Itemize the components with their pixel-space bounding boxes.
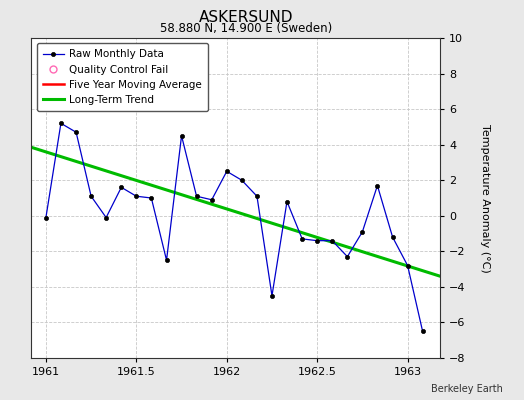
Raw Monthly Data (73, 130, 79, 135)
Raw Monthly Data (238, 178, 245, 183)
Raw Monthly Data (209, 197, 215, 202)
Raw Monthly Data (284, 199, 290, 204)
Raw Monthly Data (103, 215, 110, 220)
Raw Monthly Data (148, 196, 155, 200)
Raw Monthly Data (374, 183, 380, 188)
Raw Monthly Data (329, 238, 335, 243)
Text: ASKERSUND: ASKERSUND (199, 10, 293, 25)
Raw Monthly Data (254, 194, 260, 199)
Raw Monthly Data (133, 194, 139, 199)
Raw Monthly Data (178, 133, 184, 138)
Text: 58.880 N, 14.900 E (Sweden): 58.880 N, 14.900 E (Sweden) (160, 22, 332, 35)
Raw Monthly Data (299, 236, 305, 241)
Y-axis label: Temperature Anomaly (°C): Temperature Anomaly (°C) (479, 124, 489, 272)
Raw Monthly Data (359, 229, 366, 234)
Raw Monthly Data (344, 254, 351, 259)
Raw Monthly Data (88, 194, 94, 199)
Raw Monthly Data (58, 121, 64, 126)
Raw Monthly Data (420, 329, 426, 334)
Line: Raw Monthly Data: Raw Monthly Data (44, 121, 424, 334)
Raw Monthly Data (389, 235, 396, 240)
Raw Monthly Data (269, 293, 275, 298)
Raw Monthly Data (118, 185, 125, 190)
Raw Monthly Data (43, 215, 49, 220)
Raw Monthly Data (193, 194, 200, 199)
Legend: Raw Monthly Data, Quality Control Fail, Five Year Moving Average, Long-Term Tren: Raw Monthly Data, Quality Control Fail, … (37, 43, 208, 111)
Text: Berkeley Earth: Berkeley Earth (431, 384, 503, 394)
Raw Monthly Data (163, 258, 170, 263)
Raw Monthly Data (314, 238, 320, 243)
Raw Monthly Data (405, 263, 411, 268)
Raw Monthly Data (224, 169, 230, 174)
